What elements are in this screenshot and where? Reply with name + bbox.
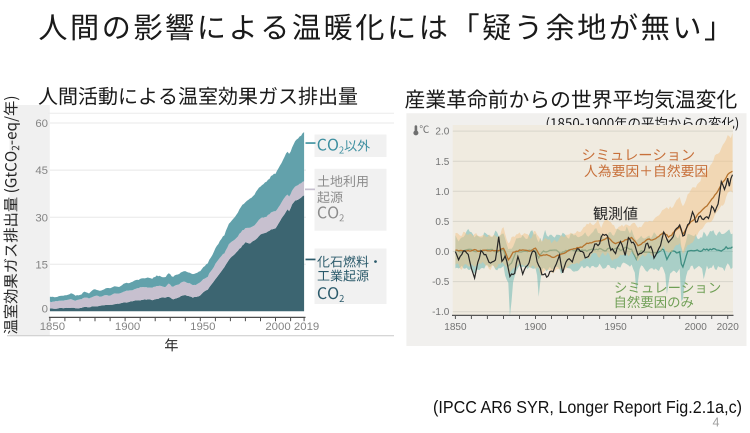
svg-text:1950: 1950 — [190, 321, 215, 333]
svg-text:1.5: 1.5 — [435, 157, 449, 168]
svg-text:1.0: 1.0 — [435, 187, 449, 198]
svg-text:60: 60 — [35, 118, 48, 130]
svg-text:-1.0: -1.0 — [432, 307, 450, 318]
svg-text:1850: 1850 — [444, 322, 467, 333]
svg-text:1850: 1850 — [40, 321, 65, 333]
svg-text:1950: 1950 — [604, 322, 627, 333]
svg-text:2000: 2000 — [265, 321, 290, 333]
svg-text:0: 0 — [42, 304, 48, 316]
svg-text:1900: 1900 — [115, 321, 140, 333]
svg-text:(IPCC AR6 SYR, Longer Report F: (IPCC AR6 SYR, Longer Report Fig.2.1a,c) — [433, 397, 742, 417]
svg-text:30: 30 — [35, 212, 48, 224]
svg-text:0.5: 0.5 — [435, 217, 449, 228]
svg-text:2019: 2019 — [294, 321, 319, 333]
svg-text:1900: 1900 — [524, 322, 547, 333]
svg-text:15: 15 — [35, 259, 48, 271]
svg-text:2020: 2020 — [717, 322, 740, 333]
svg-text:2000: 2000 — [685, 322, 708, 333]
svg-text:-0.5: -0.5 — [432, 277, 450, 288]
svg-text:2.0: 2.0 — [435, 127, 449, 138]
svg-text:4: 4 — [713, 416, 720, 429]
svg-text:0.0: 0.0 — [435, 247, 449, 258]
svg-text:45: 45 — [35, 165, 48, 177]
